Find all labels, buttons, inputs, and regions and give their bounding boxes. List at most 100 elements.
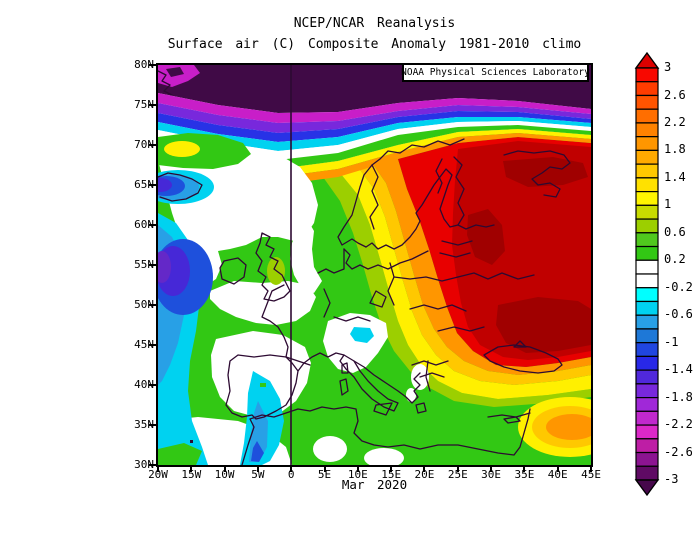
warm-island-yellow-core (164, 141, 200, 157)
czech-border (369, 290, 387, 308)
alps-border (333, 316, 371, 322)
colorbar-segment (635, 300, 659, 316)
lon-tick-mark (157, 466, 159, 472)
colorbar-arrow (634, 51, 660, 69)
lat-tick-mark (149, 264, 156, 266)
lon-tick-mark (423, 466, 426, 472)
colorbar-label: -0.6 (664, 307, 693, 322)
arctic-yellow-band (278, 129, 591, 177)
lat-tick-mark (149, 224, 156, 226)
iceland-indigo-core (158, 178, 172, 192)
lon-tick-label: 30E (481, 468, 502, 481)
colorbar-segment (635, 438, 659, 454)
lon-tick-label: 10E (347, 468, 368, 481)
lat-tick-mark (149, 344, 156, 346)
alps-cyan-core (350, 327, 374, 343)
colorbar-label: 3 (664, 60, 672, 74)
belarus-border (393, 276, 459, 282)
ireland-coastline (219, 257, 247, 285)
baltic-south-coastline (343, 248, 429, 270)
colorbar-segment (635, 355, 659, 371)
lat-tick-mark (149, 464, 156, 466)
colorbar-segment (635, 67, 659, 83)
colorbar-label: -1 (664, 334, 679, 349)
colorbar-segment (635, 314, 659, 330)
pyrenees-border (285, 356, 311, 366)
lon-tick-label: 5W (251, 468, 265, 481)
ukraine-russia-border (457, 272, 535, 280)
lat-tick-mark (149, 184, 156, 186)
se-orange-core (546, 414, 591, 440)
colorbar-segment (635, 218, 659, 234)
deepred-patch-mid (467, 209, 505, 265)
lon-tick-mark (456, 466, 459, 472)
turkey-south-coastline (487, 412, 531, 418)
orange-band (372, 159, 591, 375)
peloponnese-coastline (415, 402, 427, 414)
lon-tick-label: 10W (214, 468, 235, 481)
colorbar-label: 1.4 (664, 169, 686, 184)
lon-tick-label: 45E (581, 468, 601, 481)
lon-tick-label: 5E (317, 468, 332, 481)
france-coastline (261, 284, 289, 358)
lon-tick-mark (490, 466, 493, 472)
germany-poland-border (387, 262, 395, 306)
colorbar-segment (635, 122, 659, 138)
noaa-watermark-text: NOAA Physical Sciences Laboratory (401, 67, 590, 78)
lon-tick-mark (323, 466, 326, 472)
colorbar-label: -2.6 (664, 444, 693, 459)
lon-tick-mark (390, 466, 393, 472)
colorbar-segment (635, 328, 659, 344)
greenland-darkpurple-spot (166, 67, 184, 77)
lat-tick-label: 30N (134, 458, 154, 471)
yellow-field (340, 167, 591, 399)
lat-tick-label: 75N (134, 98, 154, 111)
colorbar-segment (635, 287, 659, 303)
danube-border (437, 326, 485, 332)
lat-tick-mark (149, 304, 156, 306)
map-frame (156, 63, 593, 467)
africa-coastline (241, 406, 531, 465)
lat-tick-mark (149, 144, 156, 146)
sweden-baltic-coastline (365, 168, 495, 250)
colorbar-segment (635, 397, 659, 412)
lon-tick-mark (523, 466, 526, 472)
amber-band (358, 163, 591, 385)
lat-tick-label: 55N (134, 258, 154, 271)
lon-tick-mark (556, 466, 559, 472)
colorbar-label: 0.2 (664, 252, 686, 267)
colorbar-segment (635, 259, 659, 275)
blacksea-coastline (483, 344, 563, 374)
plot-subtitle: Surface air (C) Composite Anomaly 1981-2… (167, 37, 582, 52)
colorbar (634, 51, 660, 497)
white-alps (323, 313, 388, 373)
white-peloponnese (406, 388, 416, 402)
lon-tick-mark (590, 466, 593, 472)
colorbar-segment (635, 163, 659, 179)
colorbar-segment (635, 94, 659, 110)
corsica-coastline (341, 362, 349, 374)
balkan-coastline (353, 360, 421, 404)
colorbar-segment (635, 232, 659, 248)
balkans-borders (411, 360, 449, 392)
lon-tick-label: 20W (148, 468, 168, 481)
lat-tick-label: 50N (134, 298, 154, 311)
iceland-coastline (158, 172, 203, 202)
colorbar-segment (635, 451, 659, 467)
colorbar-segment (635, 108, 659, 124)
lat-tick-label: 65N (134, 178, 154, 191)
lon-tick-mark (256, 466, 259, 472)
carpathian-border (409, 304, 467, 312)
sardinia-coastline (339, 378, 349, 396)
sicily-coastline (373, 402, 393, 416)
italy-coastline (339, 354, 399, 412)
whitesea-coastline (503, 150, 571, 198)
finland-russia-border (453, 156, 465, 226)
colorbar-segment (635, 177, 659, 193)
lat-tick-label: 60N (134, 218, 154, 231)
sweden-finland-border (435, 158, 443, 194)
atlantic-dark-speck (190, 440, 193, 443)
colorbar-label: -1.8 (664, 389, 693, 404)
arctic-violet-band (158, 103, 591, 133)
